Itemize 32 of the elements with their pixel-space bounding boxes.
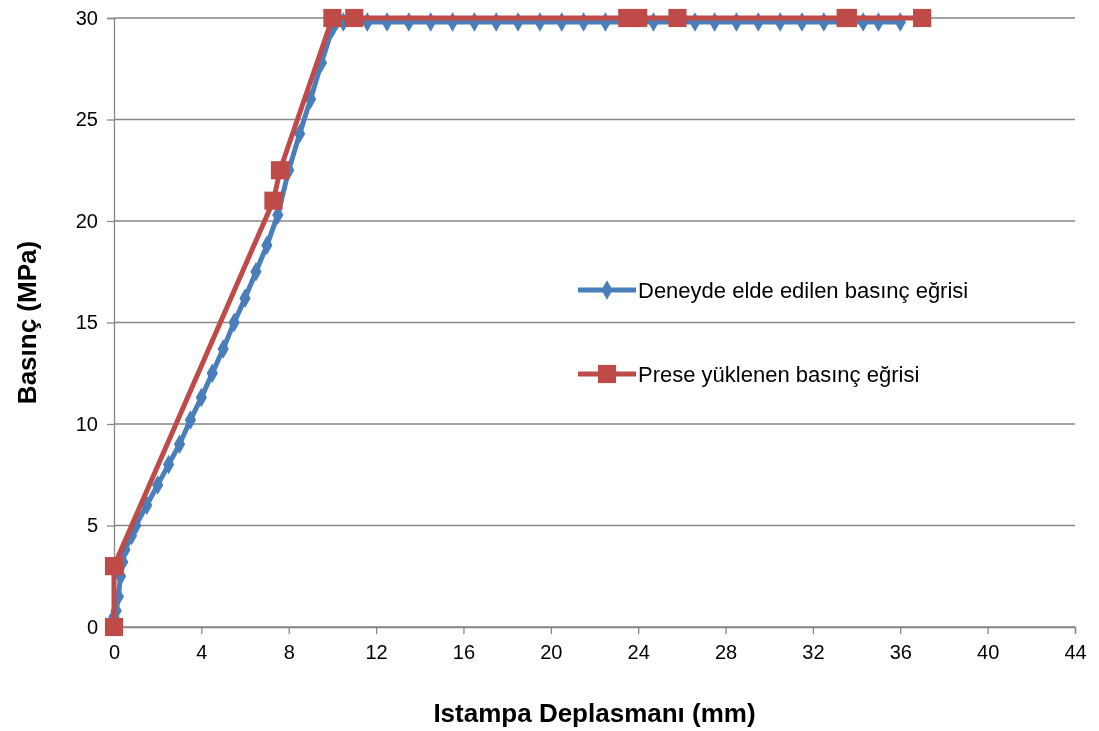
y-axis-title: Basınç (MPa) [12,240,42,405]
x-tick-label: 16 [452,641,476,663]
point [104,617,124,637]
y-tick-label: 20 [75,209,98,232]
point [264,191,283,210]
x-tick-label: 36 [889,641,912,663]
x-tick-label: 24 [627,641,650,663]
x-tick-label: 0 [108,641,121,663]
y-tick-label: 0 [86,615,98,638]
x-tick-label: 12 [365,641,388,663]
x-tick-label: 8 [283,641,295,663]
y-tick-label: 5 [86,514,98,537]
legend-label: Deneyde elde edilen basınç eğrisi [638,277,969,303]
point [104,557,124,576]
point [913,8,932,28]
x-tick-label: 4 [196,641,208,663]
legend-label: Prese yüklenen basınç eğrisi [638,361,920,387]
x-tick-label: 20 [540,641,563,663]
point [270,161,290,180]
point [345,8,364,28]
point [323,8,342,28]
x-axis-title: Istampa Deplasmanı (mm) [433,698,756,728]
y-tick-label: 25 [75,108,98,131]
y-tick-label: 15 [75,311,98,334]
point [629,8,648,28]
x-tick-label: 32 [802,641,825,663]
point [668,8,687,28]
y-tick-label: 10 [75,412,98,435]
y-tick-label: 30 [75,6,98,29]
x-tick-label: 40 [977,641,1000,663]
x-tick-label: 44 [1064,641,1087,663]
x-tick-label: 28 [714,641,738,663]
